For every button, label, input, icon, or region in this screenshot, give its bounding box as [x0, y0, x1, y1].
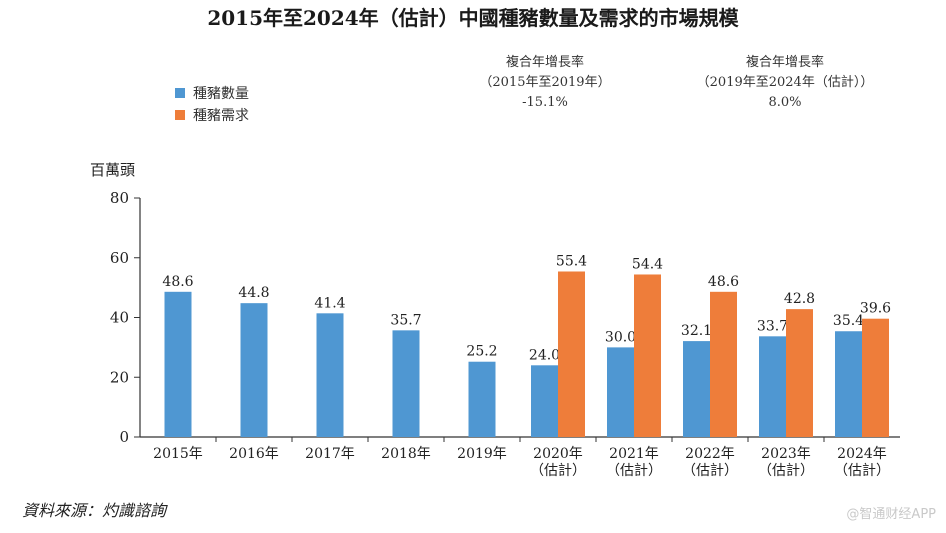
cagr-right-line1: 複合年增長率 — [746, 54, 824, 70]
data-label-supply-3: 35.7 — [390, 312, 421, 328]
legend-swatch-demand — [175, 110, 185, 120]
chart-title: 2015年至2024年（估計）中國種豬數量及需求的市場規模 — [207, 6, 739, 30]
y-tick-label: 0 — [119, 428, 129, 446]
data-label-demand-9: 39.6 — [860, 301, 891, 317]
cagr-left-line1: 複合年增長率 — [506, 54, 584, 70]
x-tick-label: 2019年 — [457, 446, 507, 462]
y-axis-unit: 百萬頭 — [90, 161, 135, 179]
bar-supply-9 — [835, 331, 862, 437]
data-label-supply-5: 24.0 — [529, 347, 560, 363]
bar-supply-8 — [759, 336, 786, 437]
x-tick-label: 2021年 — [609, 446, 659, 462]
x-tick-label: 2015年 — [153, 446, 203, 462]
bar-demand-6 — [634, 274, 661, 437]
legend-swatch-supply — [175, 88, 185, 98]
data-label-supply-2: 41.4 — [314, 295, 345, 311]
data-label-supply-6: 30.0 — [605, 329, 636, 345]
cagr-left-line2: （2015年至2019年） — [479, 75, 610, 90]
legend-label-demand: 種豬需求 — [193, 108, 249, 124]
data-label-supply-0: 48.6 — [162, 274, 193, 290]
cagr-right-value: 8.0% — [768, 95, 801, 110]
x-tick-label: （估計） — [606, 463, 662, 479]
data-label-demand-6: 54.4 — [632, 256, 663, 272]
x-tick-label: （估計） — [530, 463, 586, 479]
y-tick-label: 60 — [110, 249, 129, 267]
x-tick-label: 2016年 — [229, 446, 279, 462]
x-tick-label: 2018年 — [381, 446, 431, 462]
bar-demand-5 — [558, 271, 585, 437]
bar-supply-7 — [683, 341, 710, 437]
bar-supply-1 — [240, 303, 268, 437]
cagr-left: 複合年增長率 （2015年至2019年） -15.1% — [479, 54, 610, 110]
y-tick-label: 20 — [110, 368, 129, 386]
bar-supply-5 — [531, 365, 558, 437]
plot-area: 0 20 40 60 80 48.6 2015年 44.8 2016年 41.4 2017年 35.7… — [110, 189, 900, 479]
cagr-left-value: -15.1% — [522, 95, 568, 110]
data-label-supply-9: 35.4 — [833, 313, 864, 329]
legend: 種豬數量 種豬需求 — [175, 86, 249, 124]
source-note: 資料來源：灼識諮詢 — [22, 501, 168, 520]
cagr-right: 複合年增長率 （2019年至2024年（估計）） 8.0% — [697, 54, 874, 110]
bar-demand-9 — [862, 318, 889, 437]
legend-label-supply: 種豬數量 — [193, 86, 249, 102]
x-tick-label: 2020年 — [533, 446, 583, 462]
y-tick-label: 80 — [110, 189, 129, 207]
data-label-supply-8: 33.7 — [757, 318, 788, 334]
bar-supply-0 — [164, 291, 192, 437]
data-label-supply-4: 25.2 — [466, 344, 497, 360]
x-tick-label: （估計） — [834, 463, 890, 479]
x-tick-label: 2024年 — [837, 446, 887, 462]
x-tick-label: 2022年 — [685, 446, 735, 462]
y-tick-label: 40 — [110, 309, 129, 327]
bar-supply-3 — [392, 330, 420, 437]
bar-supply-4 — [468, 361, 496, 437]
data-label-demand-5: 55.4 — [556, 253, 587, 269]
watermark: @智通财经APP — [846, 507, 936, 522]
bar-supply-2 — [316, 313, 344, 437]
bar-supply-6 — [607, 347, 634, 437]
x-tick-label: （估計） — [758, 463, 814, 479]
x-tick-label: （估計） — [682, 463, 738, 479]
data-label-demand-7: 48.6 — [708, 274, 739, 290]
bar-demand-7 — [710, 291, 737, 437]
bar-demand-8 — [786, 309, 813, 437]
data-label-demand-8: 42.8 — [784, 291, 815, 307]
x-tick-label: 2017年 — [305, 446, 355, 462]
x-tick-label: 2023年 — [761, 446, 811, 462]
data-label-supply-1: 44.8 — [238, 285, 269, 301]
cagr-right-line2: （2019年至2024年（估計）） — [697, 74, 874, 90]
data-label-supply-7: 32.1 — [681, 323, 712, 339]
